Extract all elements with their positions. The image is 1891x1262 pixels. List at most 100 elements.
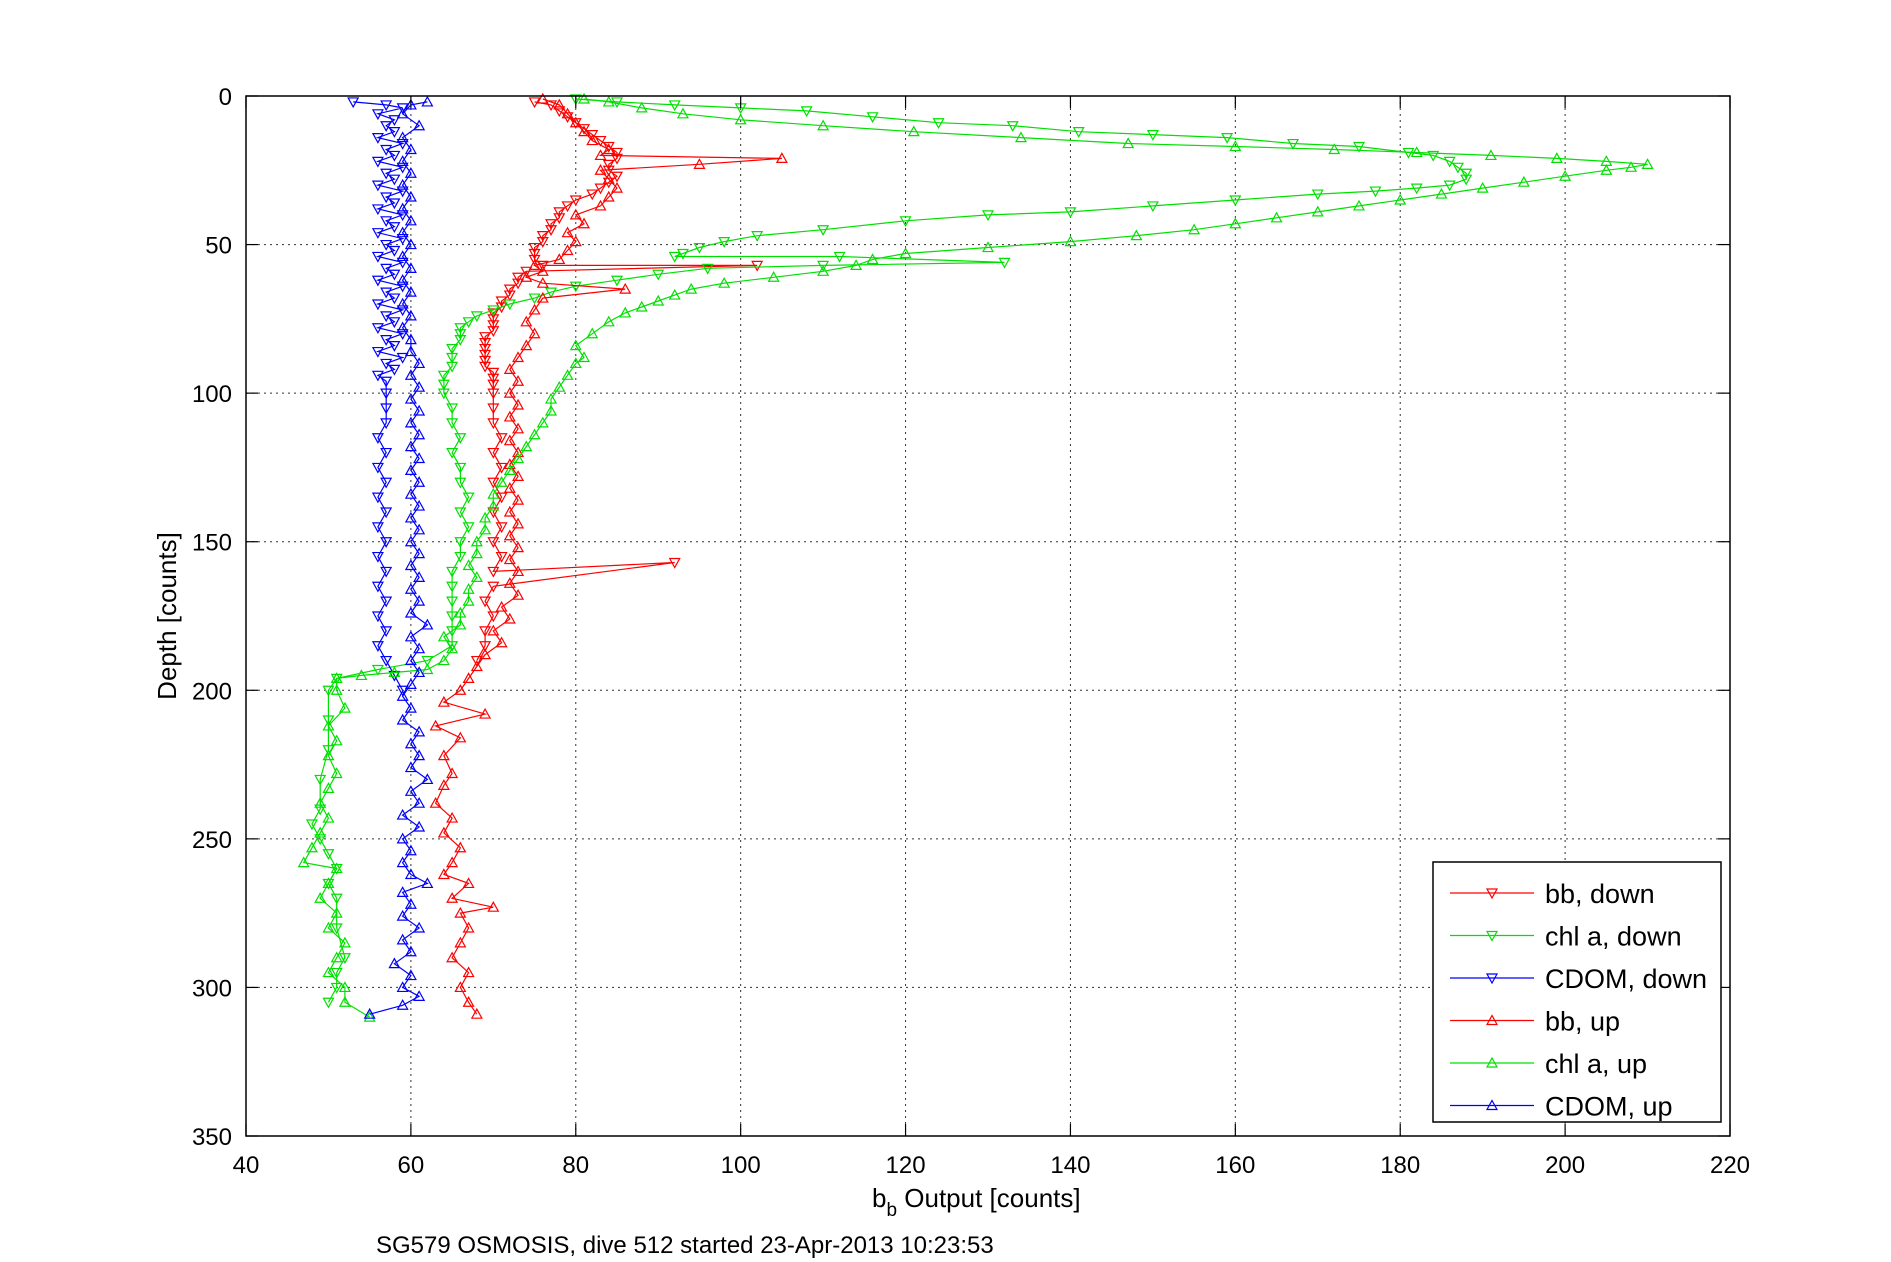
data-point	[981, 210, 995, 222]
data-point	[528, 259, 541, 270]
data-point	[569, 94, 582, 106]
data-point	[487, 308, 500, 320]
data-point	[421, 663, 434, 675]
data-point	[388, 666, 401, 678]
x-axis-title: bb Output [counts]	[872, 1183, 1081, 1221]
data-point	[470, 571, 483, 582]
data-point	[371, 109, 384, 121]
data-point	[413, 499, 426, 511]
data-point	[322, 997, 335, 1009]
data-point	[569, 339, 582, 351]
data-point	[322, 685, 335, 697]
data-point	[487, 537, 500, 548]
data-point	[512, 351, 525, 363]
data-point	[479, 626, 492, 638]
data-point	[371, 275, 384, 287]
data-point	[396, 131, 409, 143]
data-point	[388, 115, 401, 127]
data-point	[1229, 140, 1242, 152]
data-point	[396, 107, 409, 119]
data-point	[512, 541, 525, 553]
data-point	[380, 388, 393, 400]
data-point	[404, 511, 417, 523]
data-point	[1460, 168, 1473, 180]
data-point	[462, 583, 475, 594]
data-point	[899, 247, 912, 259]
data-point	[1064, 207, 1077, 219]
data-point	[561, 201, 574, 213]
data-point	[314, 826, 327, 838]
data-point	[388, 293, 401, 305]
data-point	[371, 522, 384, 534]
data-point	[454, 684, 467, 695]
data-point	[602, 190, 615, 202]
data-point	[594, 135, 607, 147]
data-point	[454, 462, 467, 474]
data-point	[512, 470, 525, 481]
data-point	[437, 370, 450, 382]
data-point	[429, 719, 442, 731]
data-point	[479, 343, 492, 355]
data-point	[404, 969, 417, 981]
data-point	[503, 434, 516, 446]
data-point	[503, 410, 516, 422]
data-point	[396, 297, 409, 309]
data-point	[800, 106, 813, 118]
y-tick-labels: 0 50 100 150 200 250 300 350	[192, 84, 232, 1151]
data-point	[833, 251, 846, 263]
series-layer	[297, 92, 1654, 1022]
data-point	[380, 168, 393, 180]
data-point	[487, 487, 500, 499]
data-point	[470, 660, 483, 672]
data-point	[322, 811, 335, 823]
data-point	[536, 231, 549, 242]
legend-swatch-marker	[1485, 888, 1499, 900]
data-point	[404, 309, 417, 321]
data-point	[462, 594, 475, 606]
data-point	[487, 900, 500, 912]
data-point	[553, 106, 566, 118]
data-point	[462, 492, 475, 504]
data-point	[322, 782, 335, 793]
data-point	[503, 299, 516, 311]
data-point	[396, 226, 409, 238]
data-point	[602, 165, 615, 177]
data-point	[454, 606, 467, 618]
data-point	[1484, 149, 1497, 161]
data-point	[610, 181, 624, 193]
data-point	[404, 190, 417, 202]
data-point	[553, 207, 566, 219]
data-point	[404, 535, 417, 547]
data-point	[536, 416, 549, 428]
data-point	[462, 877, 475, 889]
data-point	[404, 678, 417, 689]
data-point	[421, 877, 434, 889]
data-point	[569, 235, 582, 247]
data-point	[322, 921, 335, 933]
y-tick-label: 100	[192, 381, 232, 408]
data-point	[371, 581, 384, 593]
y-tick-label: 50	[205, 233, 232, 260]
data-point	[396, 999, 409, 1010]
legend-label: bb, down	[1545, 879, 1655, 909]
data-point	[1550, 152, 1563, 163]
data-point	[1006, 121, 1019, 132]
data-point	[413, 380, 426, 392]
data-point	[586, 327, 599, 339]
data-point	[528, 254, 541, 266]
data-point	[512, 398, 525, 410]
data-point	[305, 819, 318, 831]
data-point	[536, 237, 549, 248]
data-point	[635, 300, 648, 312]
data-point	[454, 329, 467, 340]
data-point	[371, 370, 384, 382]
data-point	[503, 553, 516, 565]
data-point	[413, 476, 426, 487]
data-point	[421, 95, 434, 107]
data-point	[1328, 143, 1341, 155]
data-point	[487, 367, 500, 379]
data-point	[561, 369, 574, 380]
data-point	[545, 100, 558, 112]
